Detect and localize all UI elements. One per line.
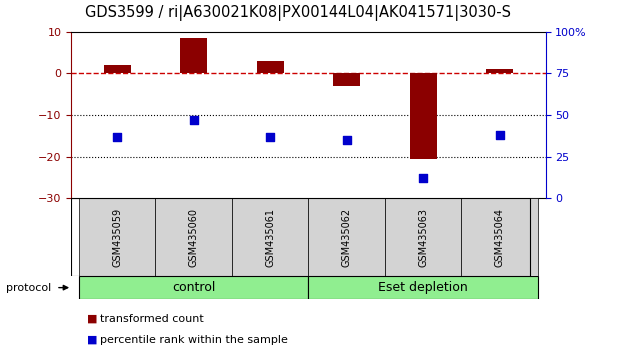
Bar: [309, 276, 538, 299]
Text: GDS3599 / ri|A630021K08|PX00144L04|AK041571|3030-S: GDS3599 / ri|A630021K08|PX00144L04|AK041…: [84, 5, 511, 21]
Point: [495, 132, 505, 138]
Bar: [334, 74, 360, 86]
Bar: [309, 198, 385, 276]
Text: protocol: protocol: [6, 282, 51, 293]
Bar: [461, 198, 538, 276]
Point: [418, 176, 428, 181]
Text: GSM435064: GSM435064: [495, 208, 505, 267]
Bar: [79, 198, 156, 276]
Text: GSM435062: GSM435062: [342, 207, 352, 267]
Bar: [486, 69, 513, 74]
Bar: [180, 38, 207, 74]
Text: ■: ■: [87, 335, 97, 345]
Bar: [156, 198, 232, 276]
Bar: [232, 198, 309, 276]
Point: [265, 134, 275, 139]
Text: transformed count: transformed count: [100, 314, 204, 324]
Text: GSM435059: GSM435059: [112, 207, 122, 267]
Text: GSM435061: GSM435061: [265, 208, 275, 267]
Point: [188, 117, 198, 123]
Bar: [257, 61, 283, 74]
Bar: [104, 65, 131, 74]
Text: GSM435060: GSM435060: [188, 208, 198, 267]
Point: [342, 137, 352, 143]
Text: control: control: [172, 281, 215, 294]
Bar: [385, 198, 461, 276]
Bar: [410, 74, 436, 159]
Bar: [79, 276, 309, 299]
Point: [112, 134, 122, 139]
Text: ■: ■: [87, 314, 97, 324]
Text: percentile rank within the sample: percentile rank within the sample: [100, 335, 288, 345]
Text: GSM435063: GSM435063: [418, 208, 428, 267]
Text: Eset depletion: Eset depletion: [378, 281, 468, 294]
